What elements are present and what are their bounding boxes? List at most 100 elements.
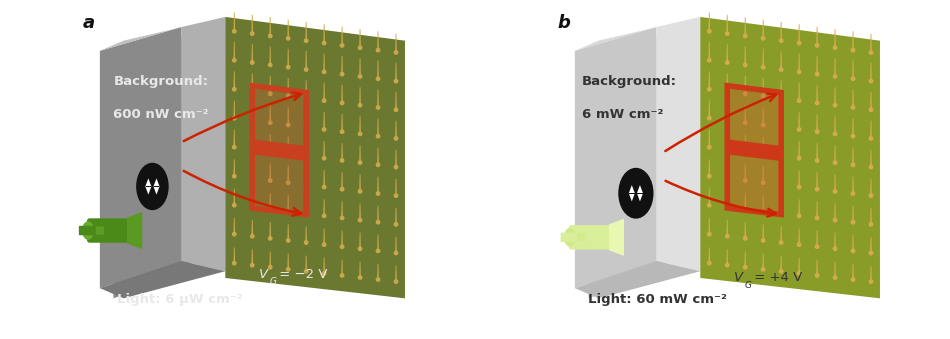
Polygon shape xyxy=(100,261,225,298)
Polygon shape xyxy=(234,218,236,236)
Polygon shape xyxy=(834,233,836,250)
Text: G: G xyxy=(745,281,752,290)
Polygon shape xyxy=(359,116,361,135)
Circle shape xyxy=(762,267,765,271)
Polygon shape xyxy=(287,20,289,40)
Polygon shape xyxy=(395,150,397,168)
Polygon shape xyxy=(305,168,307,186)
Polygon shape xyxy=(728,140,781,160)
Polygon shape xyxy=(780,139,782,157)
Polygon shape xyxy=(145,178,151,195)
Circle shape xyxy=(869,280,873,283)
Polygon shape xyxy=(816,260,818,277)
Circle shape xyxy=(376,48,380,52)
Polygon shape xyxy=(323,83,325,102)
Circle shape xyxy=(708,59,711,62)
Circle shape xyxy=(815,159,819,162)
Circle shape xyxy=(851,249,855,253)
Circle shape xyxy=(376,249,380,253)
Polygon shape xyxy=(636,185,643,201)
Polygon shape xyxy=(870,92,872,111)
Circle shape xyxy=(851,163,855,166)
Polygon shape xyxy=(341,172,343,191)
Polygon shape xyxy=(270,105,271,124)
Polygon shape xyxy=(745,164,746,182)
Polygon shape xyxy=(359,262,361,279)
Circle shape xyxy=(358,75,362,78)
Circle shape xyxy=(726,148,729,151)
Polygon shape xyxy=(709,159,711,178)
Polygon shape xyxy=(323,258,325,275)
Circle shape xyxy=(779,68,783,71)
Polygon shape xyxy=(709,218,711,236)
Circle shape xyxy=(779,39,783,42)
Polygon shape xyxy=(709,101,711,120)
Circle shape xyxy=(287,267,290,271)
Circle shape xyxy=(304,183,308,186)
Circle shape xyxy=(340,187,344,191)
Polygon shape xyxy=(834,29,836,49)
Circle shape xyxy=(376,278,380,281)
Circle shape xyxy=(269,237,272,240)
Circle shape xyxy=(322,41,326,45)
Polygon shape xyxy=(287,254,289,271)
Polygon shape xyxy=(287,224,289,242)
Circle shape xyxy=(376,135,380,138)
Circle shape xyxy=(851,135,855,138)
Polygon shape xyxy=(395,179,397,197)
Circle shape xyxy=(851,106,855,109)
Polygon shape xyxy=(762,20,764,40)
Polygon shape xyxy=(798,228,800,246)
Polygon shape xyxy=(252,191,253,209)
Circle shape xyxy=(287,181,290,184)
Polygon shape xyxy=(745,134,746,153)
Circle shape xyxy=(815,216,819,220)
Polygon shape xyxy=(377,235,379,252)
Polygon shape xyxy=(359,29,361,49)
Polygon shape xyxy=(870,179,872,197)
Circle shape xyxy=(744,265,747,269)
Polygon shape xyxy=(762,49,764,68)
FancyBboxPatch shape xyxy=(560,233,580,242)
Polygon shape xyxy=(709,71,711,91)
Circle shape xyxy=(797,70,801,74)
Polygon shape xyxy=(305,197,307,215)
Polygon shape xyxy=(270,193,271,211)
Circle shape xyxy=(762,152,765,156)
Polygon shape xyxy=(798,258,800,275)
Circle shape xyxy=(322,185,326,189)
Circle shape xyxy=(797,214,801,218)
Polygon shape xyxy=(270,46,271,66)
Polygon shape xyxy=(762,137,764,155)
Polygon shape xyxy=(234,159,236,178)
Circle shape xyxy=(779,270,783,273)
Polygon shape xyxy=(252,132,253,151)
Circle shape xyxy=(851,192,855,195)
Circle shape xyxy=(358,161,362,164)
Polygon shape xyxy=(762,224,764,242)
Circle shape xyxy=(869,51,873,54)
Circle shape xyxy=(340,130,344,133)
Circle shape xyxy=(797,128,801,131)
Polygon shape xyxy=(341,260,343,277)
Polygon shape xyxy=(127,212,142,249)
Text: 600 nW cm⁻²: 600 nW cm⁻² xyxy=(113,108,209,121)
Circle shape xyxy=(851,77,855,80)
Polygon shape xyxy=(234,42,236,62)
Circle shape xyxy=(251,90,254,93)
Polygon shape xyxy=(588,34,666,298)
Polygon shape xyxy=(395,121,397,140)
FancyBboxPatch shape xyxy=(578,233,586,241)
Circle shape xyxy=(340,216,344,220)
Polygon shape xyxy=(728,86,781,215)
Circle shape xyxy=(340,101,344,105)
Circle shape xyxy=(779,241,783,244)
Polygon shape xyxy=(377,89,379,109)
Polygon shape xyxy=(377,60,379,80)
Circle shape xyxy=(394,251,398,255)
Polygon shape xyxy=(709,13,711,33)
Polygon shape xyxy=(852,264,854,281)
Circle shape xyxy=(833,218,837,222)
Circle shape xyxy=(269,121,272,124)
Circle shape xyxy=(833,190,837,193)
